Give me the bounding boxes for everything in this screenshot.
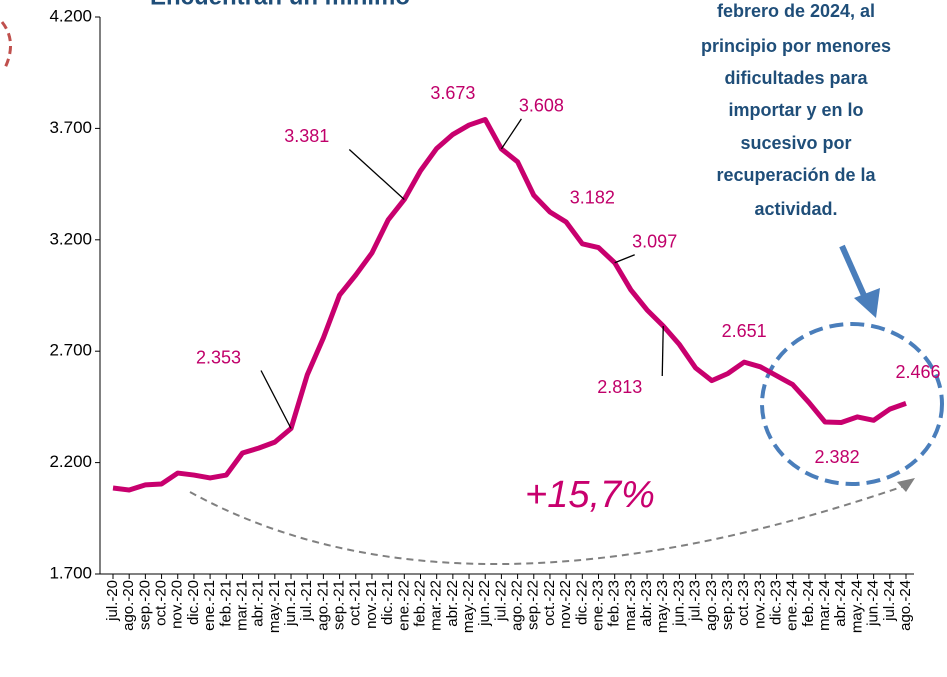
x-tick-label: ene.-24 bbox=[784, 580, 801, 631]
x-tick-label: jun.-23 bbox=[670, 580, 687, 627]
x-tick-label: feb.-23 bbox=[606, 580, 623, 627]
x-tick-label: oct.-21 bbox=[347, 580, 364, 626]
chart-title: Encuentran un mínimo bbox=[150, 0, 410, 10]
x-tick-label: sep.-20 bbox=[136, 580, 153, 630]
x-tick-label: oct.-22 bbox=[541, 580, 558, 626]
x-tick-label: sep.-21 bbox=[331, 580, 348, 630]
x-tick-label: sep.-22 bbox=[525, 580, 542, 630]
x-tick-label: ago.-23 bbox=[703, 580, 720, 631]
annotation-line: recuperación de la bbox=[716, 165, 876, 185]
change-arrow-head bbox=[897, 478, 915, 492]
value-label: 3.097 bbox=[632, 231, 677, 251]
change-arrow bbox=[189, 483, 911, 565]
note-arrow-head bbox=[854, 288, 880, 318]
x-tick-label: ago.-21 bbox=[314, 580, 331, 631]
x-tick-label: may.-24 bbox=[848, 580, 865, 633]
x-tick-label: jul.-21 bbox=[298, 580, 315, 622]
x-tick-label: jul.-20 bbox=[104, 580, 121, 622]
note-arrow bbox=[839, 244, 869, 302]
annotation-line: febrero de 2024, al bbox=[717, 1, 875, 21]
x-tick-label: nov.-22 bbox=[557, 580, 574, 629]
data-line bbox=[112, 116, 907, 493]
x-tick-label: dic.-22 bbox=[573, 580, 590, 625]
x-tick-label: abr.-23 bbox=[638, 580, 655, 627]
x-tick-label: dic.-21 bbox=[379, 580, 396, 625]
x-tick-label: mar.-24 bbox=[816, 580, 833, 631]
x-tick-label: feb.-21 bbox=[217, 580, 234, 627]
y-tick-label: 1.700 bbox=[49, 563, 92, 582]
decor-arc bbox=[0, 21, 12, 71]
annotation-line: importar y en lo bbox=[728, 100, 863, 120]
x-tick-label: jun.-24 bbox=[865, 580, 882, 627]
x-tick-label: oct.-23 bbox=[735, 580, 752, 626]
y-tick-label: 2.200 bbox=[49, 452, 92, 471]
x-tick-label: sep.-23 bbox=[719, 580, 736, 630]
label-leader bbox=[348, 148, 405, 200]
label-leader bbox=[661, 326, 664, 377]
x-tick-label: jul.-23 bbox=[687, 580, 704, 622]
value-label: 2.382 bbox=[815, 447, 860, 467]
y-tick-label: 2.700 bbox=[49, 341, 92, 360]
x-tick-label: dic.-20 bbox=[185, 580, 202, 625]
label-leader bbox=[500, 118, 522, 150]
x-tick-label: nov.-21 bbox=[363, 580, 380, 629]
annotation-line: principio por menores bbox=[701, 36, 891, 56]
y-tick-label: 3.700 bbox=[49, 118, 92, 137]
x-tick-label: may.-21 bbox=[266, 580, 283, 633]
x-tick-label: jul.-22 bbox=[492, 580, 509, 622]
change-label: +15,7% bbox=[525, 474, 655, 516]
x-tick-label: oct.-20 bbox=[153, 580, 170, 626]
x-tick-label: nov.-23 bbox=[751, 580, 768, 629]
highlight-ellipse bbox=[760, 322, 944, 486]
value-label: 3.673 bbox=[430, 83, 475, 103]
label-leader bbox=[260, 370, 292, 429]
annotation-line: actividad. bbox=[754, 199, 837, 219]
x-tick-label: ago.-20 bbox=[120, 580, 137, 631]
x-tick-label: mar.-23 bbox=[622, 580, 639, 631]
y-tick-label: 3.200 bbox=[49, 229, 92, 248]
x-tick-label: nov.-20 bbox=[169, 580, 186, 629]
x-tick-label: jun.-22 bbox=[476, 580, 493, 627]
x-tick-label: abr.-21 bbox=[250, 580, 267, 627]
value-label: 2.466 bbox=[895, 362, 940, 382]
x-tick-label: jul.-24 bbox=[881, 580, 898, 622]
x-tick-label: dic.-23 bbox=[767, 580, 784, 625]
x-tick-label: feb.-24 bbox=[800, 580, 817, 627]
x-tick-label: ene.-22 bbox=[395, 580, 412, 631]
value-label: 2.651 bbox=[722, 321, 767, 341]
x-tick-label: abr.-22 bbox=[444, 580, 461, 627]
x-tick-label: mar.-22 bbox=[428, 580, 445, 631]
label-leader bbox=[614, 254, 635, 264]
annotation-line: dificultades para bbox=[724, 68, 868, 88]
y-tick-label: 4.200 bbox=[49, 6, 92, 25]
value-label: 3.608 bbox=[519, 96, 564, 116]
annotation-line: sucesivo por bbox=[740, 133, 851, 153]
x-tick-label: ago.-24 bbox=[897, 580, 914, 631]
x-tick-label: may.-22 bbox=[460, 580, 477, 633]
value-label: 2.813 bbox=[597, 377, 642, 397]
x-tick-label: ene.-23 bbox=[589, 580, 606, 631]
x-tick-label: mar.-21 bbox=[233, 580, 250, 631]
x-tick-label: abr.-24 bbox=[832, 580, 849, 627]
value-label: 3.381 bbox=[284, 126, 329, 146]
value-label: 2.353 bbox=[196, 347, 241, 367]
x-tick-label: ago.-22 bbox=[509, 580, 526, 631]
x-tick-label: jun.-21 bbox=[282, 580, 299, 627]
value-label: 3.182 bbox=[570, 188, 615, 208]
x-tick-label: ene.-21 bbox=[201, 580, 218, 631]
x-tick-label: feb.-22 bbox=[411, 580, 428, 627]
x-tick-label: may.-23 bbox=[654, 580, 671, 633]
